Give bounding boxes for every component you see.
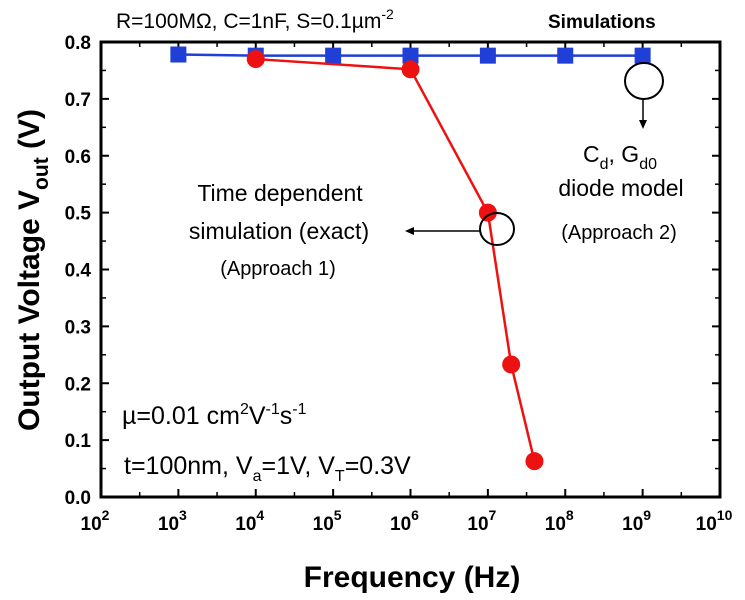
- annotation-model-line1: Cd, Gd0: [583, 141, 657, 173]
- series-2-point: [525, 452, 544, 471]
- y-tick-label: 0.1: [65, 431, 92, 452]
- x-tick-label: 106: [390, 507, 419, 535]
- annotation-model-line3: (Approach 2): [561, 222, 677, 244]
- y-tick-label: 0.4: [65, 261, 92, 282]
- annotation-exact-line2: simulation (exact): [189, 218, 369, 244]
- x-tick-label: 104: [235, 507, 264, 535]
- series-2-point: [246, 50, 265, 69]
- annotation-exact-line1: Time dependent: [197, 180, 363, 206]
- highlight-ellipse-model: [624, 62, 664, 100]
- y-tick-label: 0.5: [65, 204, 92, 225]
- y-axis: 0.0 0.1 0.2 0.3 0.4 0.5 0.6 0.7 0.8: [65, 33, 720, 509]
- y-tick-label: 0.3: [65, 317, 91, 338]
- x-axis-label: Frequency (Hz): [304, 561, 521, 594]
- arrow-model-head: [639, 120, 647, 129]
- x-axis: 102 103 104 105 106 107 108 109 1010: [81, 42, 733, 535]
- header-simulations: Simulations: [548, 12, 656, 33]
- series-1-point: [479, 47, 496, 64]
- x-tick-label: 1010: [696, 507, 733, 535]
- param-thickness-voltages: t=100nm, Va=1V, VT=0.3V: [124, 452, 411, 485]
- y-tick-label: 0.7: [65, 90, 91, 111]
- series-layer: [170, 46, 651, 471]
- param-mobility: µ=0.01 cm2V-1s-1: [122, 401, 307, 430]
- series-1-point: [557, 47, 574, 64]
- series-1-point: [325, 47, 342, 64]
- x-tick-label: 108: [545, 507, 574, 535]
- y-tick-label: 0.0: [65, 488, 91, 509]
- arrow-exact-head: [405, 227, 414, 235]
- y-tick-label: 0.2: [65, 374, 91, 395]
- x-tick-label: 102: [81, 507, 110, 535]
- annotation-model-line2: diode model: [558, 175, 683, 201]
- y-tick-label: 0.6: [65, 147, 91, 168]
- header-parameters: R=100MΩ, C=1nF, S=0.1µm-2: [116, 6, 394, 33]
- x-tick-label: 105: [313, 507, 342, 535]
- series-1-point: [402, 47, 419, 64]
- series-2-point: [478, 203, 497, 222]
- series-2-point: [401, 60, 420, 79]
- highlight-ellipse-exact: [479, 212, 515, 246]
- series-1-point: [634, 47, 651, 64]
- y-axis-label: Output Voltage Vout (V): [13, 109, 53, 431]
- series-1-point: [170, 46, 187, 63]
- x-tick-label: 103: [158, 507, 187, 535]
- annotation-exact-line3: (Approach 1): [220, 258, 336, 280]
- series-2-point: [502, 355, 521, 374]
- y-tick-label: 0.8: [65, 33, 91, 54]
- x-tick-label: 109: [622, 507, 651, 535]
- x-tick-label: 107: [467, 507, 496, 535]
